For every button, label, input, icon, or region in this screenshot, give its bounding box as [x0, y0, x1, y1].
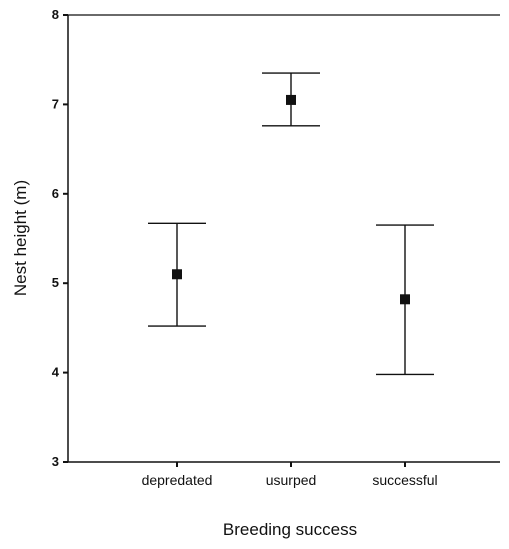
y-tick-label: 8	[52, 7, 59, 22]
mean-markers	[172, 94, 410, 305]
x-axis-title: Breeding success	[223, 520, 357, 539]
mean-marker	[286, 94, 296, 105]
y-tick-label: 6	[52, 186, 59, 201]
axes	[67, 14, 500, 463]
y-axis-ticks: 3 4 5 6 7 8	[52, 7, 68, 469]
x-tick-label: successful	[372, 472, 437, 488]
y-axis-title: Nest height (m)	[11, 180, 30, 296]
x-tick-label: usurped	[266, 472, 317, 488]
y-tick-label: 4	[52, 365, 60, 380]
x-tick-label: depredated	[142, 472, 213, 488]
error-bars	[148, 72, 434, 376]
mean-marker	[400, 294, 410, 305]
y-tick-label: 7	[52, 96, 59, 111]
y-tick-label: 3	[52, 454, 59, 469]
y-tick-label: 5	[52, 275, 59, 290]
x-axis-tick-labels: depredated usurped successful	[142, 462, 438, 488]
mean-marker	[172, 269, 182, 280]
